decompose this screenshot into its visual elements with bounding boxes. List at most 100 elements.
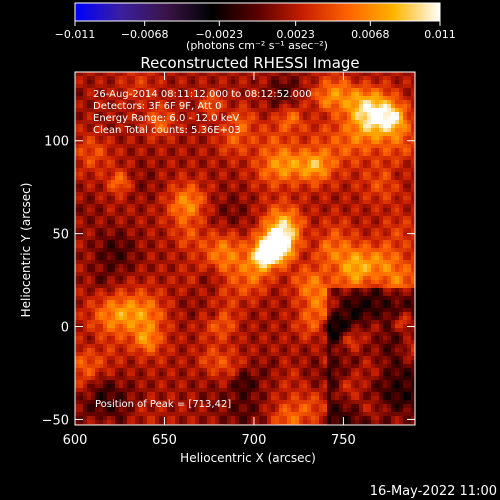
heatmap-cell [247,284,252,289]
heatmap-cell [227,196,232,201]
heatmap-cell [111,288,116,293]
heatmap-cell [231,300,236,305]
heatmap-cell [351,168,356,173]
heatmap-cell [107,248,112,253]
heatmap-cell [175,240,180,245]
heatmap-cell [283,168,288,173]
heatmap-cell [167,200,172,205]
heatmap-cell [327,292,332,297]
heatmap-cell [399,164,404,169]
heatmap-cell [399,128,404,133]
heatmap-cell [95,244,100,249]
heatmap-cell [383,296,388,301]
heatmap-cell [227,192,232,197]
heatmap-cell [171,124,176,129]
heatmap-cell [215,244,220,249]
heatmap-cell [331,300,336,305]
heatmap-cell [91,96,96,101]
heatmap-cell [171,176,176,181]
heatmap-cell [311,212,316,217]
heatmap-cell [311,116,316,121]
heatmap-cell [219,104,224,109]
heatmap-cell [151,272,156,277]
heatmap-cell [259,304,264,309]
heatmap-cell [159,256,164,261]
heatmap-cell [255,156,260,161]
heatmap-cell [87,284,92,289]
heatmap-cell [83,252,88,257]
heatmap-cell [219,284,224,289]
heatmap-cell [287,168,292,173]
heatmap-cell [83,280,88,285]
heatmap-cell [287,116,292,121]
heatmap-cell [251,224,256,229]
heatmap-cell [347,72,352,77]
heatmap-cell [79,272,84,277]
heatmap-cell [275,116,280,121]
heatmap-cell [235,260,240,265]
heatmap-cell [367,144,372,149]
heatmap-cell [303,144,308,149]
heatmap-cell [251,160,256,165]
heatmap-cell [251,132,256,137]
heatmap-cell [239,256,244,261]
heatmap-cell [367,248,372,253]
heatmap-cell [267,268,272,273]
heatmap-cell [247,256,252,261]
heatmap-cell [239,248,244,253]
heatmap-cell [159,84,164,89]
heatmap-cell [135,216,140,221]
heatmap-cell [239,212,244,217]
heatmap-cell [175,232,180,237]
heatmap-cell [139,228,144,233]
heatmap-cell [307,76,312,81]
heatmap-cell [123,140,128,145]
heatmap-cell [359,216,364,221]
heatmap-cell [191,116,196,121]
heatmap-cell [299,180,304,185]
heatmap-cell [339,208,344,213]
heatmap-cell [259,180,264,185]
heatmap-cell [95,252,100,257]
heatmap-cell [171,224,176,229]
heatmap-cell [99,188,104,193]
heatmap-cell [115,84,120,89]
heatmap-cell [215,148,220,153]
heatmap-cell [263,272,268,277]
heatmap-cell [355,96,360,101]
heatmap-cell [119,192,124,197]
heatmap-cell [131,84,136,89]
heatmap-cell [347,136,352,141]
heatmap-cell [111,80,116,85]
heatmap-cell [267,224,272,229]
heatmap-cell [327,240,332,245]
heatmap-cell [307,220,312,225]
heatmap-cell [191,204,196,209]
heatmap-cell [87,264,92,269]
heatmap-cell [115,136,120,141]
heatmap-cell [403,120,408,125]
heatmap-cell [267,280,272,285]
heatmap-cell [215,276,220,281]
heatmap-cell [235,244,240,249]
heatmap-cell [203,240,208,245]
heatmap-cell [383,224,388,229]
heatmap-cell [231,124,236,129]
heatmap-cell [367,300,372,305]
heatmap-cell [107,104,112,109]
heatmap-cell [371,276,376,281]
heatmap-cell [323,248,328,253]
heatmap-cell [407,80,412,85]
heatmap-cell [315,124,320,129]
heatmap-cell [163,80,168,85]
heatmap-cell [319,156,324,161]
heatmap-cell [263,140,268,145]
heatmap-cell [267,244,272,249]
heatmap-cell [179,196,184,201]
heatmap-cell [303,248,308,253]
heatmap-cell [219,72,224,77]
heatmap-cell [383,148,388,153]
heatmap-cell [167,272,172,277]
heatmap-cell [175,156,180,161]
heatmap-cell [267,156,272,161]
